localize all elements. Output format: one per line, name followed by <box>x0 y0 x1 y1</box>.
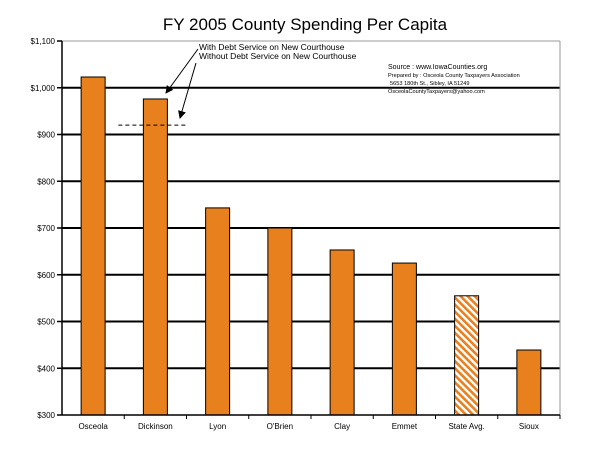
source-line: Source : www.IowaCounties.org <box>388 64 487 71</box>
arrow-without-debt <box>178 62 197 119</box>
arrow-with-debt <box>165 48 199 94</box>
x-tick-label: Dickinson <box>138 422 173 431</box>
bar-sioux <box>516 349 542 416</box>
y-tick-label: $1,100 <box>31 37 56 46</box>
bar-emmet <box>391 262 417 416</box>
email-line: OsceolaCountyTaxpayers@yahoo.com <box>388 89 485 95</box>
x-tick-label: Lyon <box>209 422 226 431</box>
bar-dickinson <box>142 98 168 416</box>
y-tick-label: $800 <box>37 177 55 186</box>
y-tick-label: $900 <box>37 131 55 140</box>
bar-osceola <box>80 76 106 416</box>
prepared-by-line: Prepared by : Osceola County Taxpayers A… <box>388 73 520 79</box>
x-tick-label: Sioux <box>519 422 539 431</box>
annotation-without-debt: Without Debt Service on New Courthouse <box>199 51 357 61</box>
address-line: 5653 180th St., Sibley, IA 51249 <box>390 81 470 87</box>
y-tick-label: $600 <box>37 271 55 280</box>
x-tick-label: Emmet <box>392 422 418 431</box>
x-tick-label: O'Brien <box>267 422 293 431</box>
bar-obrien <box>267 227 293 416</box>
x-tick-label: Clay <box>334 422 350 431</box>
y-tick-label: $400 <box>37 364 55 373</box>
bar-lyon <box>205 207 231 416</box>
annotation-with-debt: With Debt Service on New Courthouse <box>199 42 345 52</box>
bar-clay <box>329 249 355 416</box>
x-tick-label: State Avg. <box>448 422 484 431</box>
y-tick-label: $500 <box>37 318 55 327</box>
y-tick-label: $300 <box>37 411 55 420</box>
y-tick-label: $1,000 <box>31 84 56 93</box>
bar-stateavg <box>454 295 480 416</box>
x-tick-label: Osceola <box>78 422 108 431</box>
y-tick-label: $700 <box>37 224 55 233</box>
chart-title: FY 2005 County Spending Per Capita <box>163 15 448 34</box>
